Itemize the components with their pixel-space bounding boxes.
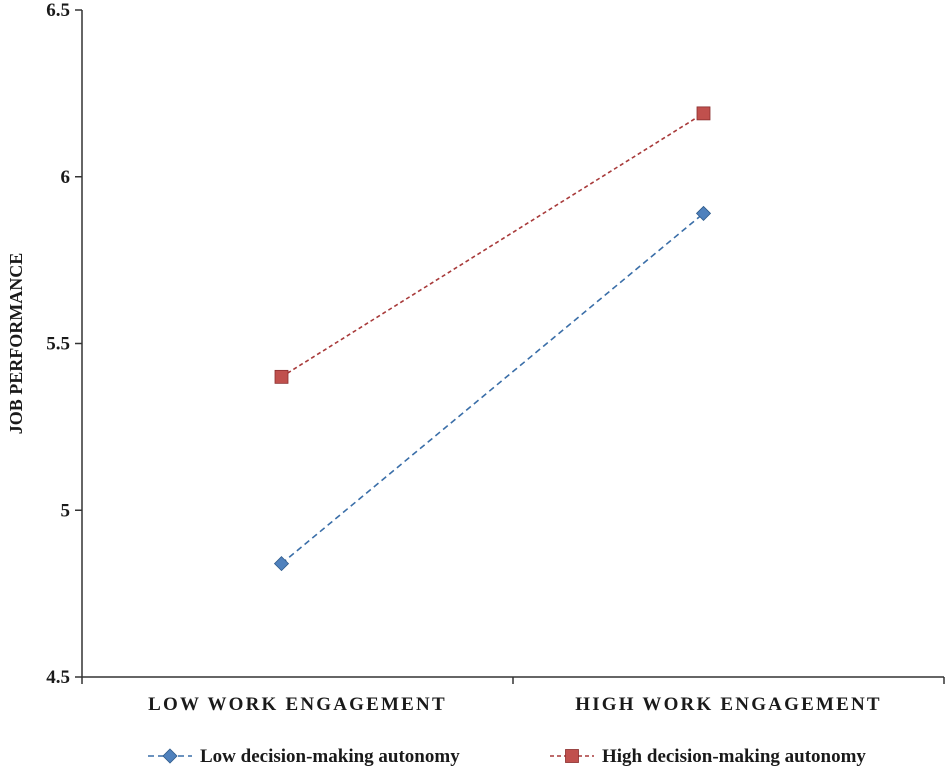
series-line — [281, 112, 704, 378]
y-tick-label: 5 — [61, 500, 71, 521]
data-point-square — [274, 369, 289, 384]
data-point-diamond — [273, 556, 290, 572]
x-category-label: LOW WORK ENGAGEMENT — [148, 694, 447, 715]
series — [273, 205, 712, 572]
legend: Low decision-making autonomy High decisio… — [148, 746, 866, 767]
x-category-label: HIGH WORK ENGAGEMENT — [575, 694, 882, 715]
series-group — [273, 106, 712, 572]
axes — [81, 10, 944, 678]
y-tick-label: 4.5 — [46, 667, 70, 688]
y-axis-title: JOB PERFORMANCE — [6, 253, 26, 435]
legend-item: Low decision-making autonomy — [148, 746, 460, 767]
series — [274, 106, 711, 384]
legend-label: High decision-making autonomy — [602, 746, 866, 767]
legend-label: Low decision-making autonomy — [200, 746, 460, 767]
data-point-square — [696, 106, 711, 121]
series-line — [280, 212, 705, 565]
data-point-diamond — [162, 748, 178, 764]
y-axis-ticks: 4.5 5 5.5 6 6.5 — [46, 0, 82, 688]
data-point-diamond — [695, 205, 712, 222]
x-axis-categories: LOW WORK ENGAGEMENT HIGH WORK ENGAGEMENT — [81, 677, 945, 715]
legend-item: High decision-making autonomy — [550, 746, 866, 767]
y-tick-label: 6 — [61, 167, 71, 188]
y-tick-label: 5.5 — [46, 334, 70, 355]
data-point-square — [565, 749, 579, 763]
y-tick-label: 6.5 — [46, 0, 70, 21]
